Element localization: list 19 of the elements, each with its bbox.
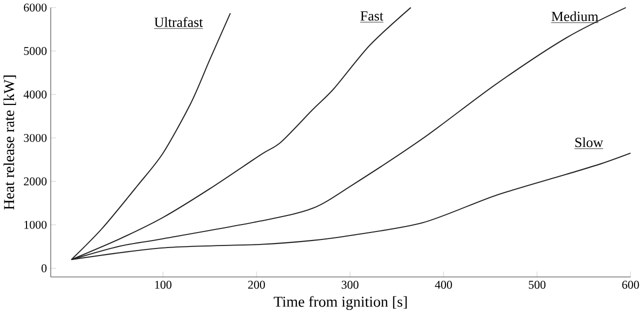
y-tick-label: 6000	[24, 4, 47, 12]
y-tick-label: 0	[42, 264, 47, 273]
x-tick-label: 600	[622, 281, 639, 289]
x-tick-label: 400	[434, 281, 452, 289]
y-tick-label: 5000	[24, 47, 47, 56]
y-tick-label: 2000	[24, 178, 47, 186]
x-tick-label: 300	[342, 281, 358, 289]
y-axis-title: Heat release rate [kW]	[4, 76, 16, 210]
y-tick-label: 4000	[24, 90, 47, 99]
y-tick-label: 3000	[24, 134, 47, 142]
x-tick-label: 100	[155, 281, 172, 289]
x-tick-label: 500	[528, 281, 546, 289]
series-label: Medium	[552, 12, 598, 22]
series-label: Ultrafast	[154, 17, 203, 28]
x-tick-label: 200	[248, 281, 265, 289]
series-label: Slow	[575, 138, 604, 148]
series-label: Fast	[360, 12, 384, 21]
y-tick-label: 1000	[24, 221, 47, 230]
x-axis-title: Time from ignition [s]	[274, 296, 407, 310]
